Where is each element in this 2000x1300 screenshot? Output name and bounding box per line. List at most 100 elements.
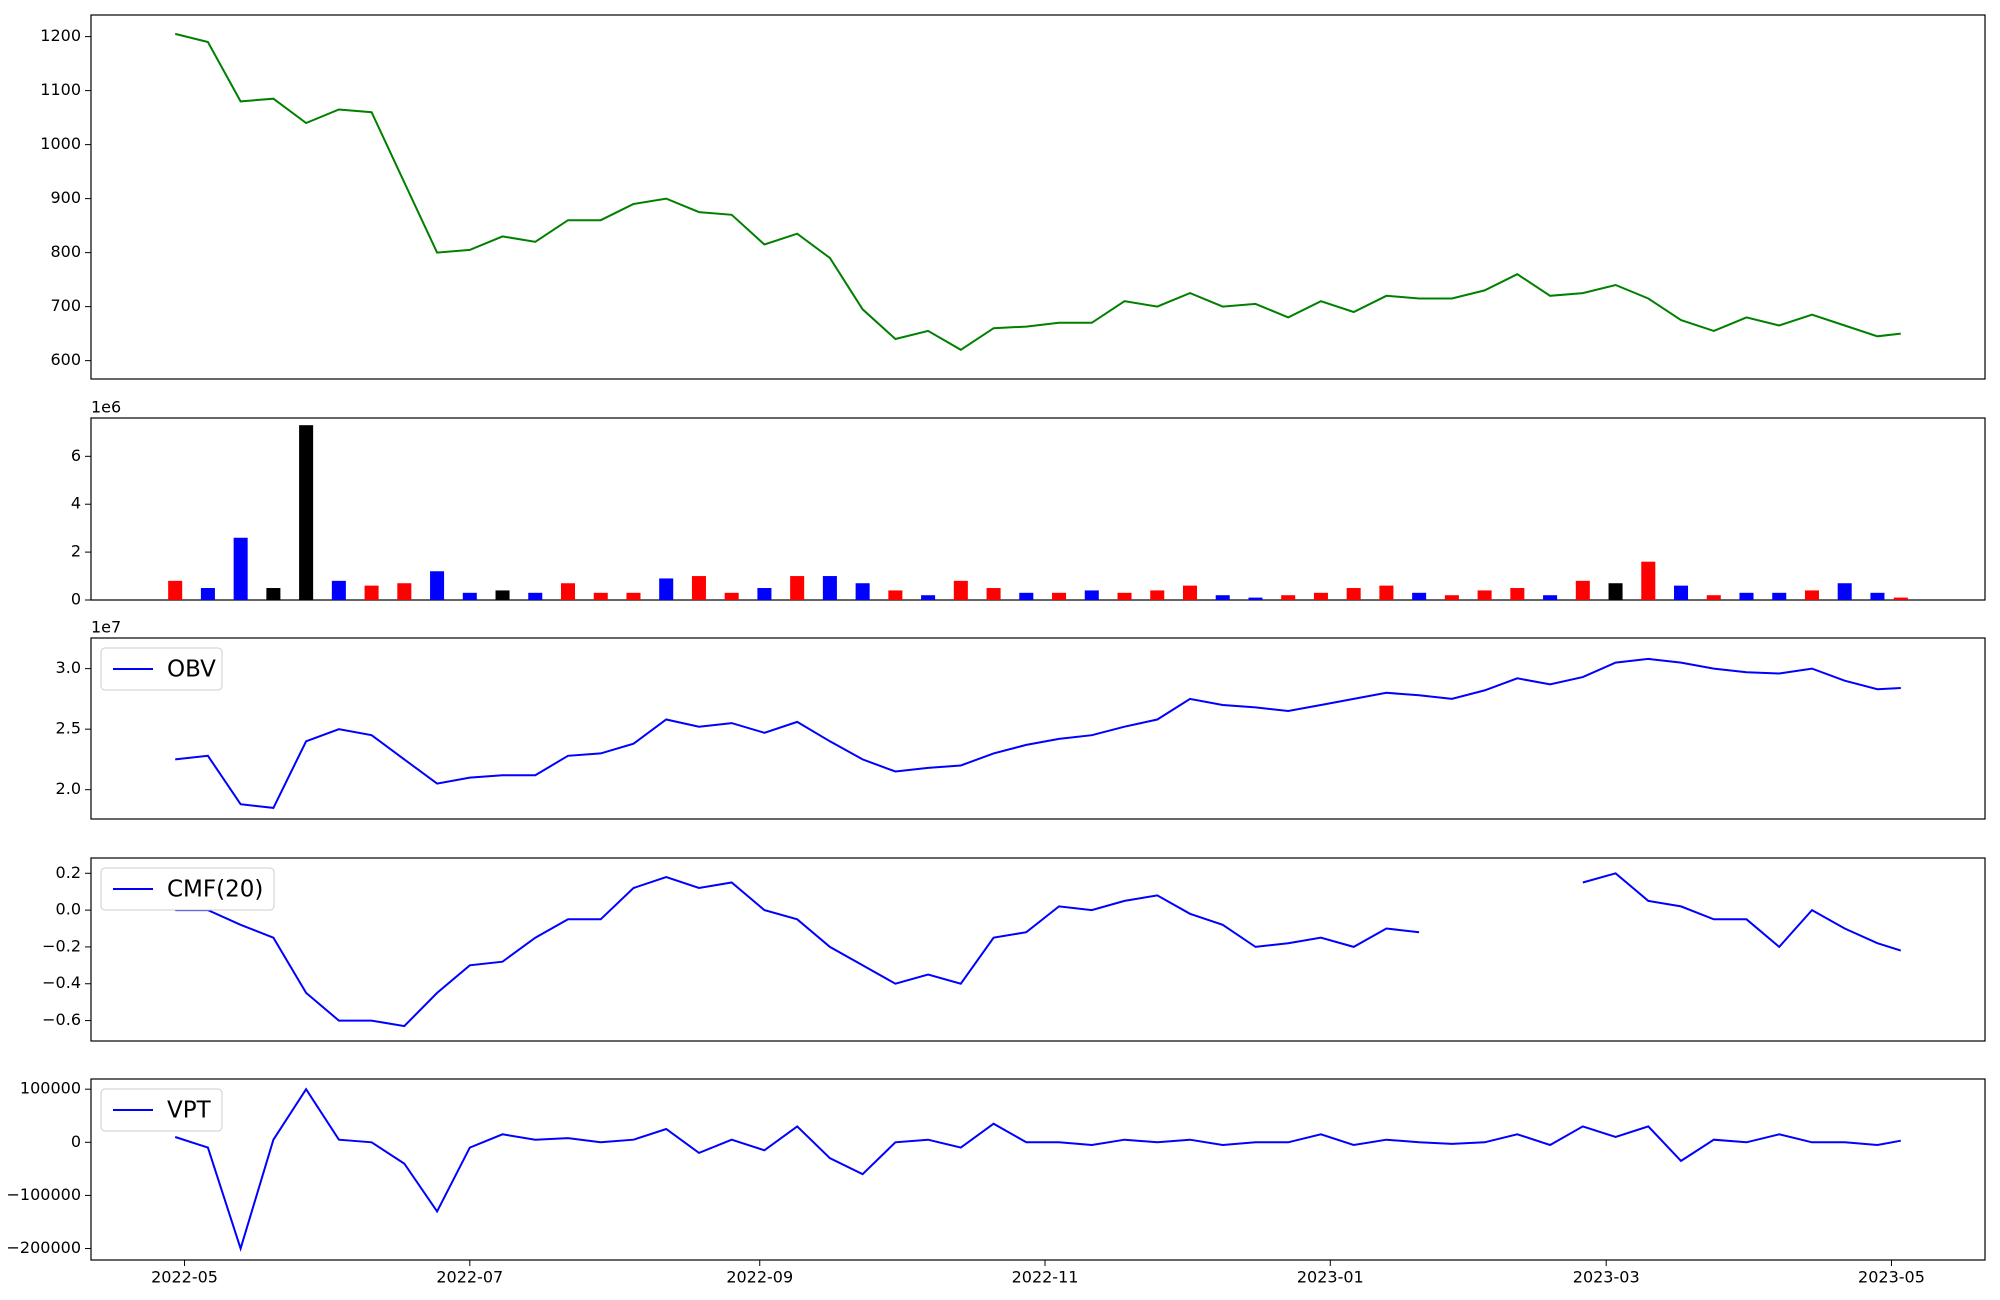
y-tick-label: 900 — [50, 188, 81, 207]
legend-label: VPT — [167, 1098, 212, 1124]
bar — [1706, 595, 1721, 600]
bar — [1739, 592, 1754, 600]
legend-box — [100, 647, 223, 691]
y-tick-label: 0.0 — [56, 900, 81, 919]
bar — [1117, 592, 1132, 600]
bar — [921, 595, 936, 600]
bar — [1150, 590, 1165, 600]
bar — [724, 592, 739, 600]
bar — [1248, 597, 1263, 600]
y-tick-label: −100000 — [7, 1185, 81, 1204]
bar — [855, 583, 870, 600]
panel-frame — [90, 637, 1986, 820]
legend: CMF(20) — [100, 867, 275, 911]
line — [175, 872, 1902, 1028]
legend: VPT — [100, 1088, 223, 1132]
bar — [364, 585, 379, 600]
panel-frame — [90, 1078, 1986, 1261]
y-tick-label: 1100 — [40, 80, 81, 99]
bar — [331, 580, 346, 600]
bar — [1575, 580, 1590, 600]
bar — [1641, 561, 1656, 600]
y-tick-label: 800 — [50, 242, 81, 261]
y-tick-label: −0.4 — [42, 973, 81, 992]
bar — [1674, 585, 1689, 600]
y-tick-label: 0 — [71, 1132, 81, 1151]
bar — [430, 571, 445, 600]
x-tick-label: 2022-07 — [436, 1268, 503, 1287]
panel-frame — [90, 857, 1986, 1042]
y-tick-label: 100000 — [20, 1079, 81, 1098]
y-tick-label: 3.0 — [56, 658, 81, 677]
x-tick-label: 2023-03 — [1573, 1268, 1640, 1287]
line — [175, 657, 1901, 809]
line — [174, 1087, 1901, 1252]
y-tick-label: 2 — [71, 542, 81, 561]
bar — [986, 588, 1001, 600]
x-tick-label: 2022-11 — [1012, 1268, 1079, 1287]
y-tick-label: −0.6 — [42, 1010, 81, 1029]
bar — [1772, 592, 1787, 600]
legend-box — [100, 867, 275, 911]
y-tick-label: 700 — [50, 296, 81, 315]
offset-label: 1e6 — [91, 398, 121, 417]
bar — [168, 580, 183, 600]
bar — [691, 576, 706, 600]
y-tick-label: 0 — [71, 590, 81, 609]
bar — [1804, 590, 1819, 600]
bar — [560, 583, 576, 600]
y-tick-label: −0.2 — [42, 936, 81, 955]
bar — [528, 592, 543, 600]
bar — [1052, 592, 1067, 600]
bar — [1510, 588, 1525, 600]
bar — [593, 592, 608, 600]
legend-label: OBV — [167, 657, 216, 683]
panel-frame — [90, 14, 1986, 380]
bar — [1379, 585, 1394, 600]
bar — [233, 537, 248, 600]
bar — [495, 590, 510, 600]
bar — [822, 576, 837, 600]
bar — [397, 583, 412, 600]
line — [174, 32, 1901, 351]
bar — [1084, 590, 1099, 600]
bar — [1313, 592, 1328, 600]
x-tick-label: 2023-01 — [1297, 1268, 1364, 1287]
bar — [200, 588, 215, 600]
bar — [659, 578, 674, 600]
bar — [299, 425, 314, 600]
y-tick-label: 0.2 — [56, 863, 81, 882]
bar — [1444, 595, 1459, 600]
bar — [1608, 583, 1623, 600]
bar — [266, 588, 281, 600]
y-tick-label: 1200 — [40, 26, 81, 45]
bar — [1543, 595, 1558, 600]
y-tick-label: 600 — [50, 350, 81, 369]
legend-box — [100, 1088, 223, 1132]
bar — [1182, 585, 1198, 600]
bar — [1412, 592, 1427, 600]
y-tick-label: 1000 — [40, 134, 81, 153]
bar — [1281, 595, 1296, 600]
bar — [953, 580, 968, 600]
y-tick-label: 2.5 — [56, 719, 81, 738]
bar — [462, 592, 477, 600]
x-tick-label: 2022-09 — [726, 1268, 793, 1287]
bar — [1346, 588, 1361, 600]
bar — [626, 592, 641, 600]
bar — [888, 590, 903, 600]
y-tick-label: 4 — [71, 494, 81, 513]
y-tick-label: −200000 — [7, 1238, 81, 1257]
y-tick-label: 2.0 — [56, 779, 81, 798]
bar — [1215, 595, 1230, 600]
legend-label: CMF(20) — [167, 877, 263, 903]
bar — [1870, 592, 1885, 600]
y-tick-label: 6 — [71, 446, 81, 465]
legend: OBV — [100, 647, 223, 691]
x-tick-label: 2022-05 — [151, 1268, 218, 1287]
offset-label: 1e7 — [91, 618, 121, 637]
bar — [1893, 597, 1908, 600]
bar — [1837, 583, 1852, 600]
bar — [790, 576, 805, 600]
